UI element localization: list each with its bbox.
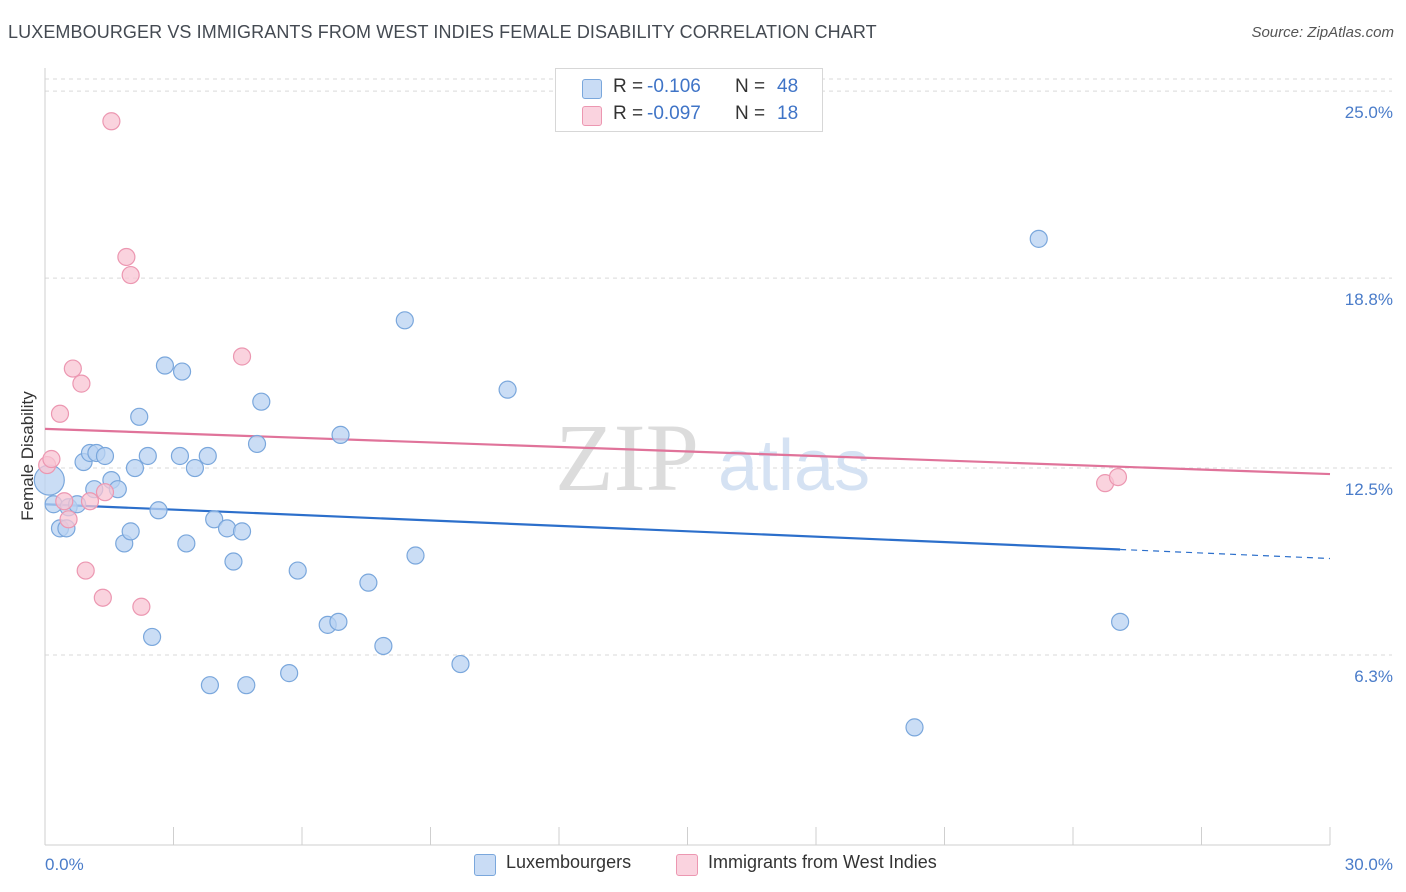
point-luxembourgers (252, 392, 271, 411)
bottom-legend-swatch-pink (676, 854, 698, 876)
point-west-indies (72, 374, 91, 393)
point-west-indies (95, 483, 115, 502)
point-luxembourgers (224, 552, 243, 571)
legend-n-value: 18 (777, 103, 799, 124)
x-tick-label: 30.0% (1345, 855, 1393, 874)
watermark-zip: ZIP (555, 404, 699, 511)
legend-r-label: R = (613, 76, 644, 97)
legend-row-west-indies: R = -0.097 N = 18 (556, 100, 822, 128)
trend-line-luxembourgers-extension (1120, 548, 1331, 560)
point-luxembourgers (247, 434, 267, 454)
point-west-indies (117, 247, 136, 267)
legend-r-value: -0.106 (647, 76, 701, 97)
point-west-indies (42, 449, 61, 469)
grid-lines (45, 78, 1392, 656)
point-luxembourgers (1029, 229, 1048, 248)
legend: R = -0.106 N = 48 R = -0.097 N = 18 (555, 68, 823, 132)
point-luxembourgers (172, 362, 192, 381)
legend-swatch-blue (582, 79, 602, 99)
point-luxembourgers (329, 612, 348, 631)
data-points (33, 112, 1130, 737)
source-label: Source: ZipAtlas.com (1251, 24, 1394, 41)
legend-swatch-pink (582, 106, 602, 126)
point-luxembourgers (130, 407, 149, 426)
legend-r-value: -0.097 (647, 103, 701, 124)
trend-line-luxembourgers (44, 503, 1121, 551)
bottom-legend-swatch-blue (474, 854, 496, 876)
point-luxembourgers (149, 501, 168, 520)
point-luxembourgers (498, 380, 517, 399)
point-luxembourgers (121, 522, 140, 541)
point-luxembourgers (95, 446, 115, 466)
bottom-legend-label: Immigrants from West Indies (708, 852, 937, 872)
point-west-indies (63, 359, 82, 378)
point-west-indies (121, 265, 140, 285)
point-luxembourgers (331, 425, 350, 444)
chart-title: LUXEMBOURGER VS IMMIGRANTS FROM WEST IND… (8, 22, 877, 42)
legend-n-label: N = (735, 103, 766, 124)
y-tick-label: 6.3% (1354, 667, 1393, 686)
point-luxembourgers (451, 654, 470, 674)
point-luxembourgers (1111, 612, 1130, 631)
y-tick-label: 25.0% (1345, 103, 1393, 122)
point-luxembourgers (198, 446, 217, 466)
point-luxembourgers (205, 510, 224, 529)
point-luxembourgers (374, 636, 393, 656)
point-west-indies (232, 347, 252, 366)
tick-labels: 6.3% 12.5% 18.8% 25.0% 0.0% 30.0% (45, 103, 1393, 874)
point-luxembourgers (155, 356, 175, 375)
point-west-indies (59, 510, 78, 529)
point-west-indies (80, 492, 100, 511)
y-tick-label: 12.5% (1345, 480, 1393, 499)
point-luxembourgers (359, 573, 378, 592)
bottom-legend-label: Luxembourgers (506, 852, 632, 872)
x-tick-label: 0.0% (45, 855, 84, 874)
point-luxembourgers (288, 561, 307, 580)
point-luxembourgers (185, 458, 205, 478)
legend-r-label: R = (613, 103, 644, 124)
point-west-indies (1108, 468, 1128, 487)
point-luxembourgers (125, 458, 145, 478)
point-luxembourgers (170, 446, 190, 466)
watermark-atlas: atlas (718, 426, 870, 506)
point-luxembourgers (177, 534, 196, 553)
point-west-indies (102, 112, 121, 131)
point-luxembourgers (395, 311, 414, 330)
legend-row-luxembourgers: R = -0.106 N = 48 (556, 73, 822, 101)
point-luxembourgers (142, 627, 162, 647)
point-west-indies (93, 588, 112, 607)
y-tick-label: 18.8% (1345, 290, 1393, 309)
legend-n-value: 48 (777, 76, 799, 97)
point-luxembourgers (406, 546, 425, 565)
point-luxembourgers (200, 676, 220, 695)
point-west-indies (76, 561, 95, 580)
legend-n-label: N = (735, 76, 766, 97)
point-luxembourgers (232, 522, 252, 541)
point-west-indies (55, 492, 74, 511)
watermark: ZIP atlas (555, 404, 870, 511)
point-luxembourgers (280, 664, 299, 683)
point-luxembourgers (237, 676, 256, 695)
point-west-indies (132, 597, 151, 616)
point-west-indies (50, 404, 70, 423)
point-luxembourgers (217, 519, 237, 538)
point-luxembourgers (905, 718, 924, 737)
point-luxembourgers (138, 446, 157, 466)
